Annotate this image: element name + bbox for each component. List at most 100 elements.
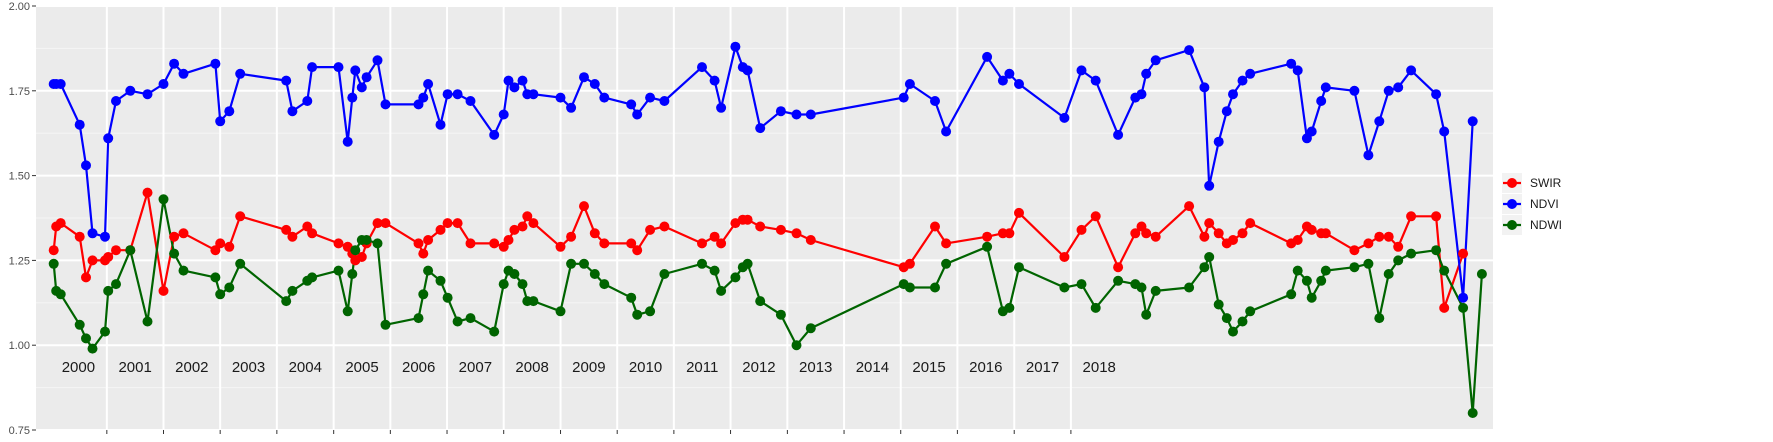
data-point-ndvi xyxy=(1237,75,1248,86)
year-label: 2011 xyxy=(686,359,718,376)
data-point-ndvi xyxy=(1184,45,1195,56)
data-point-ndwi xyxy=(1204,252,1215,262)
data-point-ndvi xyxy=(566,102,577,113)
data-point-ndwi xyxy=(178,265,189,276)
data-point-swir xyxy=(1150,231,1161,242)
data-point-ndvi xyxy=(1292,65,1303,76)
year-label: 2002 xyxy=(175,359,208,376)
data-point-swir xyxy=(169,231,180,242)
data-point-swir xyxy=(1076,224,1087,235)
data-point-ndwi xyxy=(626,292,637,303)
data-point-ndvi xyxy=(111,96,121,106)
data-point-ndvi xyxy=(1320,82,1331,93)
data-point-ndvi xyxy=(503,75,514,86)
data-point-ndwi xyxy=(1141,309,1152,320)
data-point-swir xyxy=(791,228,802,239)
data-point-swir xyxy=(1383,231,1394,242)
data-point-swir xyxy=(380,218,391,229)
data-point-ndvi xyxy=(356,82,367,93)
data-point-ndwi xyxy=(103,285,114,296)
data-point-ndvi xyxy=(1076,65,1087,76)
data-point-ndvi xyxy=(81,160,91,171)
data-point-ndvi xyxy=(1467,116,1478,127)
data-point-ndvi xyxy=(215,116,226,127)
data-point-ndvi xyxy=(626,99,637,110)
data-point-ndwi xyxy=(1004,302,1015,313)
data-point-ndvi xyxy=(74,119,85,130)
data-point-swir xyxy=(1237,228,1248,239)
data-point-ndvi xyxy=(435,119,446,130)
data-point-swir xyxy=(941,238,952,249)
data-point-swir xyxy=(522,211,533,222)
data-point-ndvi xyxy=(1199,82,1210,93)
data-point-swir xyxy=(930,221,940,232)
data-point-swir xyxy=(982,231,993,242)
data-point-swir xyxy=(307,228,318,239)
data-point-ndwi xyxy=(1076,279,1087,290)
data-point-swir xyxy=(1306,224,1317,235)
data-point-ndvi xyxy=(1150,55,1161,66)
y-tick-label: 0.75 xyxy=(9,425,30,437)
data-point-ndvi xyxy=(1393,82,1404,93)
data-point-ndwi xyxy=(1306,292,1317,303)
data-point-ndwi xyxy=(333,265,344,276)
data-point-ndvi xyxy=(1113,129,1124,140)
data-point-swir xyxy=(235,211,246,222)
data-point-ndwi xyxy=(347,269,358,279)
data-point-ndwi xyxy=(1320,265,1331,276)
data-point-ndwi xyxy=(579,258,589,269)
data-point-ndwi xyxy=(1228,326,1238,337)
data-point-swir xyxy=(1439,302,1450,313)
data-point-ndvi xyxy=(716,102,727,113)
data-point-swir xyxy=(413,238,424,249)
data-point-swir xyxy=(566,231,577,242)
data-point-ndwi xyxy=(697,258,707,269)
data-point-swir xyxy=(287,231,298,242)
year-label: 2007 xyxy=(459,359,492,376)
legend-marker xyxy=(1507,199,1517,209)
year-label: 2003 xyxy=(232,359,265,376)
data-point-swir xyxy=(1458,248,1469,259)
data-point-ndwi xyxy=(589,269,600,279)
data-point-ndvi xyxy=(307,62,318,73)
year-label: 2016 xyxy=(969,359,1002,376)
data-point-swir xyxy=(333,238,344,249)
data-point-ndwi xyxy=(442,292,453,303)
data-point-ndwi xyxy=(1374,313,1385,324)
data-point-ndwi xyxy=(1213,299,1224,310)
data-point-ndwi xyxy=(307,272,318,283)
data-point-ndvi xyxy=(1213,136,1224,147)
data-point-ndwi xyxy=(1090,302,1101,313)
data-point-ndvi xyxy=(1136,89,1147,100)
data-point-swir xyxy=(517,221,528,232)
data-point-swir xyxy=(81,272,91,283)
year-label: 2018 xyxy=(1083,359,1116,376)
data-point-ndvi xyxy=(1431,89,1442,100)
data-point-ndvi xyxy=(158,79,169,89)
data-point-swir xyxy=(528,218,539,229)
data-point-ndwi xyxy=(235,258,246,269)
data-point-swir xyxy=(632,245,643,256)
data-point-ndvi xyxy=(1141,68,1152,79)
data-point-ndvi xyxy=(930,96,940,106)
year-label: 2013 xyxy=(799,359,832,376)
data-point-swir xyxy=(1184,201,1195,212)
data-point-ndwi xyxy=(125,245,136,256)
data-point-ndwi xyxy=(372,238,383,249)
data-point-ndvi xyxy=(528,89,539,100)
data-point-ndwi xyxy=(215,289,226,300)
y-tick-label: 1.50 xyxy=(9,171,30,183)
data-point-swir xyxy=(87,255,98,266)
data-point-ndwi xyxy=(1059,282,1070,293)
data-point-ndwi xyxy=(342,306,353,317)
data-point-swir xyxy=(103,252,114,262)
data-point-swir xyxy=(224,241,235,252)
data-point-ndwi xyxy=(423,265,434,276)
data-point-swir xyxy=(709,231,720,242)
data-point-ndwi xyxy=(111,279,121,290)
data-point-swir xyxy=(178,228,189,239)
data-point-swir xyxy=(111,245,121,256)
data-point-ndwi xyxy=(158,194,169,205)
data-point-ndwi xyxy=(1150,285,1161,296)
data-point-ndwi xyxy=(716,285,727,296)
